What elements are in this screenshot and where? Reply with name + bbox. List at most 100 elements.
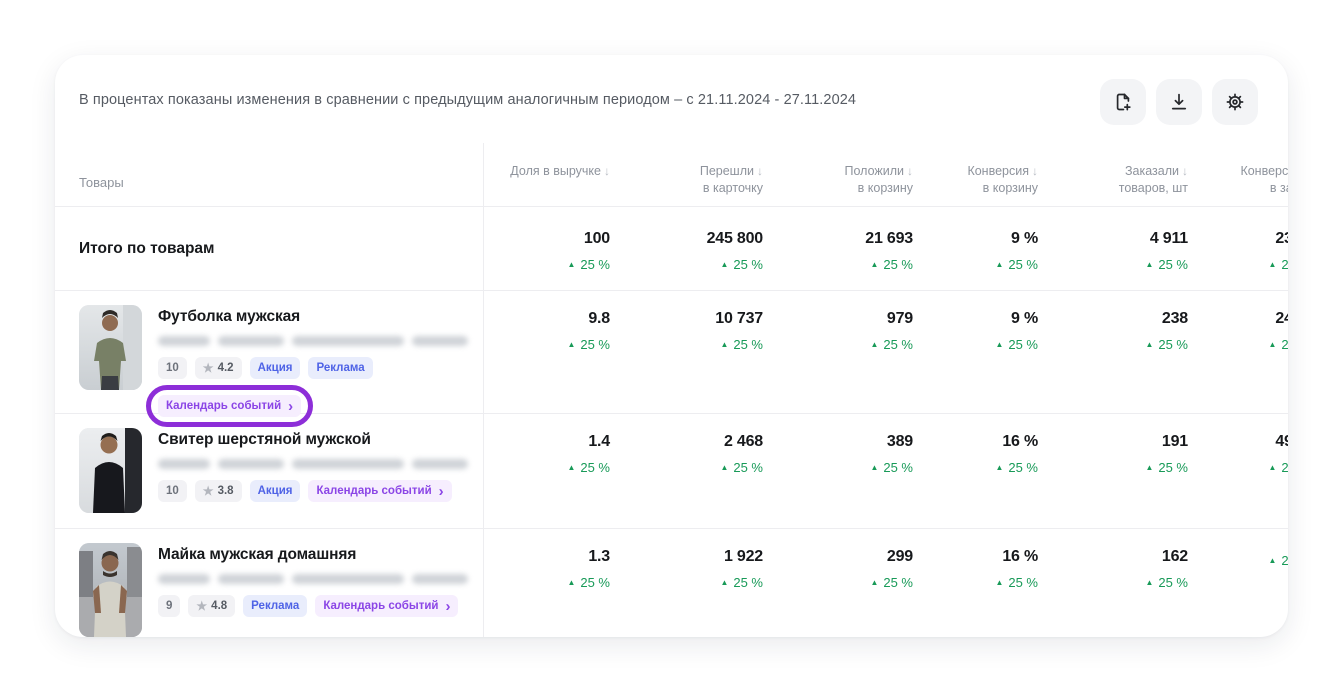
- up-triangle-icon: ▲: [1268, 462, 1277, 472]
- metric-value: 9 %: [1011, 230, 1038, 247]
- products-table: Товары Доля в выручке ↓ Перешли ↓ в карточ…: [55, 141, 1288, 637]
- metric-delta: ▲25 %: [720, 460, 763, 475]
- blurred-product-meta: [158, 574, 468, 584]
- up-triangle-icon: ▲: [870, 577, 879, 587]
- calendar-events-link[interactable]: Календарь событий ›: [315, 595, 459, 617]
- metric-delta: ▲25 %: [567, 257, 610, 272]
- blurred-product-meta: [158, 459, 468, 469]
- metric-delta: ▲25 %: [1268, 337, 1288, 352]
- totals-row: Итого по товарам 100 ▲ 25 % 245 800 ▲ 25 %…: [55, 207, 1288, 291]
- column-header-added-to-cart[interactable]: Положили ↓ в корзину: [844, 164, 913, 195]
- sort-down-icon: ↓: [1032, 164, 1038, 178]
- metric-delta: ▲25 %: [1145, 460, 1188, 475]
- sort-down-icon: ↓: [757, 164, 763, 178]
- sort-down-icon: ↓: [604, 164, 610, 178]
- chevron-right-icon: ›: [438, 482, 444, 500]
- metric-value: 238: [1161, 310, 1188, 327]
- product-photo: [79, 543, 142, 637]
- metric-value: 245 800: [706, 230, 764, 247]
- up-triangle-icon: ▲: [1145, 462, 1154, 472]
- metric-delta: ▲25 %: [1268, 257, 1288, 272]
- metric-delta: ▲25 %: [995, 575, 1038, 590]
- up-triangle-icon: ▲: [720, 339, 729, 349]
- stock-badge: 10: [158, 357, 187, 379]
- metric-delta: ▲25 %: [870, 257, 913, 272]
- up-triangle-icon: ▲: [720, 577, 729, 587]
- metric-value: 162: [1161, 548, 1188, 565]
- up-triangle-icon: ▲: [567, 339, 576, 349]
- sort-down-icon: ↓: [1182, 164, 1188, 178]
- metric-delta: ▲25 %: [1145, 337, 1188, 352]
- metric-delta: ▲25 %: [720, 257, 763, 272]
- metric-value: 389: [886, 433, 913, 450]
- file-plus-icon: [1112, 91, 1134, 113]
- metric-value: 1.3: [588, 548, 610, 565]
- star-icon: ★: [196, 599, 208, 613]
- up-triangle-icon: ▲: [720, 462, 729, 472]
- up-triangle-icon: ▲: [995, 259, 1004, 269]
- product-photo: [79, 428, 142, 513]
- rating-badge: ★ 4.8: [188, 595, 236, 617]
- column-header-products: Товары: [79, 175, 124, 190]
- metric-delta: ▲25 %: [870, 575, 913, 590]
- stock-badge: 10: [158, 480, 187, 502]
- analytics-card: В процентах показаны изменения в сравнен…: [55, 55, 1288, 637]
- product-badges: 10 ★ 4.2 Акция Реклама: [158, 357, 468, 379]
- metric-delta: ▲25 %: [720, 575, 763, 590]
- up-triangle-icon: ▲: [870, 259, 879, 269]
- export-report-button[interactable]: [1100, 79, 1146, 125]
- product-row[interactable]: Футболка мужская 10 ★ 4.2 Акция Реклама К…: [55, 291, 1288, 427]
- table-header-row: Товары Доля в выручке ↓ Перешли ↓ в карточ…: [55, 141, 1288, 207]
- sort-down-icon: ↓: [907, 164, 913, 178]
- up-triangle-icon: ▲: [1268, 259, 1277, 269]
- metric-value: 1.4: [588, 433, 610, 450]
- up-triangle-icon: ▲: [567, 259, 576, 269]
- column-header-revenue-share[interactable]: Доля в выручке ↓: [510, 164, 610, 178]
- column-header-cart-conversion[interactable]: Конверсия ↓ в корзину: [967, 164, 1038, 195]
- up-triangle-icon: ▲: [1145, 339, 1154, 349]
- metric-delta: ▲25 %: [567, 575, 610, 590]
- metric-value: 16 %: [1002, 548, 1038, 565]
- toolbar: [1100, 79, 1258, 125]
- up-triangle-icon: ▲: [1268, 555, 1277, 565]
- metric-value: 21 693: [865, 230, 913, 247]
- up-triangle-icon: ▲: [870, 339, 879, 349]
- metric-value: 9 %: [1011, 310, 1038, 327]
- download-icon: [1168, 91, 1190, 113]
- column-header-ordered-items[interactable]: Заказали ↓ товаров, шт: [1118, 164, 1188, 195]
- metric-delta: ▲25 %: [870, 337, 913, 352]
- metric-value: 299: [886, 548, 913, 565]
- metric-value: 191: [1161, 433, 1188, 450]
- comparison-period-note: В процентах показаны изменения в сравнен…: [79, 92, 857, 108]
- product-title: Свитер шерстяной мужской: [158, 431, 371, 448]
- metric-delta: ▲25 %: [1145, 575, 1188, 590]
- promo-tag: Акция: [249, 480, 301, 502]
- metric-value: 24 %: [1275, 310, 1288, 327]
- star-icon: ★: [202, 484, 214, 498]
- calendar-events-link[interactable]: Календарь событий ›: [158, 395, 302, 417]
- up-triangle-icon: ▲: [995, 577, 1004, 587]
- metric-delta: ▲25 %: [1268, 460, 1288, 475]
- rating-badge: ★ 4.2: [194, 357, 242, 379]
- calendar-events-link[interactable]: Календарь событий ›: [308, 480, 452, 502]
- chevron-right-icon: ›: [288, 397, 294, 415]
- metric-delta: ▲25 %: [567, 460, 610, 475]
- metric-value: 4 911: [1149, 230, 1188, 247]
- metric-value: 10 737: [715, 310, 763, 327]
- column-header-order-conversion[interactable]: Конверсия↓ в заказ: [1240, 164, 1288, 195]
- column-header-card-visits[interactable]: Перешли ↓ в карточку: [699, 164, 763, 195]
- metric-value: 23 %: [1275, 230, 1288, 247]
- download-button[interactable]: [1156, 79, 1202, 125]
- settings-button[interactable]: [1212, 79, 1258, 125]
- product-photo: [79, 305, 142, 390]
- up-triangle-icon: ▲: [995, 462, 1004, 472]
- metric-value: 100: [583, 230, 610, 247]
- totals-label: Итого по товарам: [79, 239, 215, 257]
- metric-delta: ▲25 %: [1145, 257, 1188, 272]
- product-row[interactable]: Майка мужская домашняя 9 ★ 4.8 Реклама Ка…: [55, 529, 1288, 637]
- product-row[interactable]: Свитер шерстяной мужской 10 ★ 3.8 Акция К…: [55, 414, 1288, 529]
- metric-value: 16 %: [1002, 433, 1038, 450]
- gear-icon: [1224, 91, 1246, 113]
- rating-badge: ★ 3.8: [194, 480, 242, 502]
- metric-delta: ▲25 %: [870, 460, 913, 475]
